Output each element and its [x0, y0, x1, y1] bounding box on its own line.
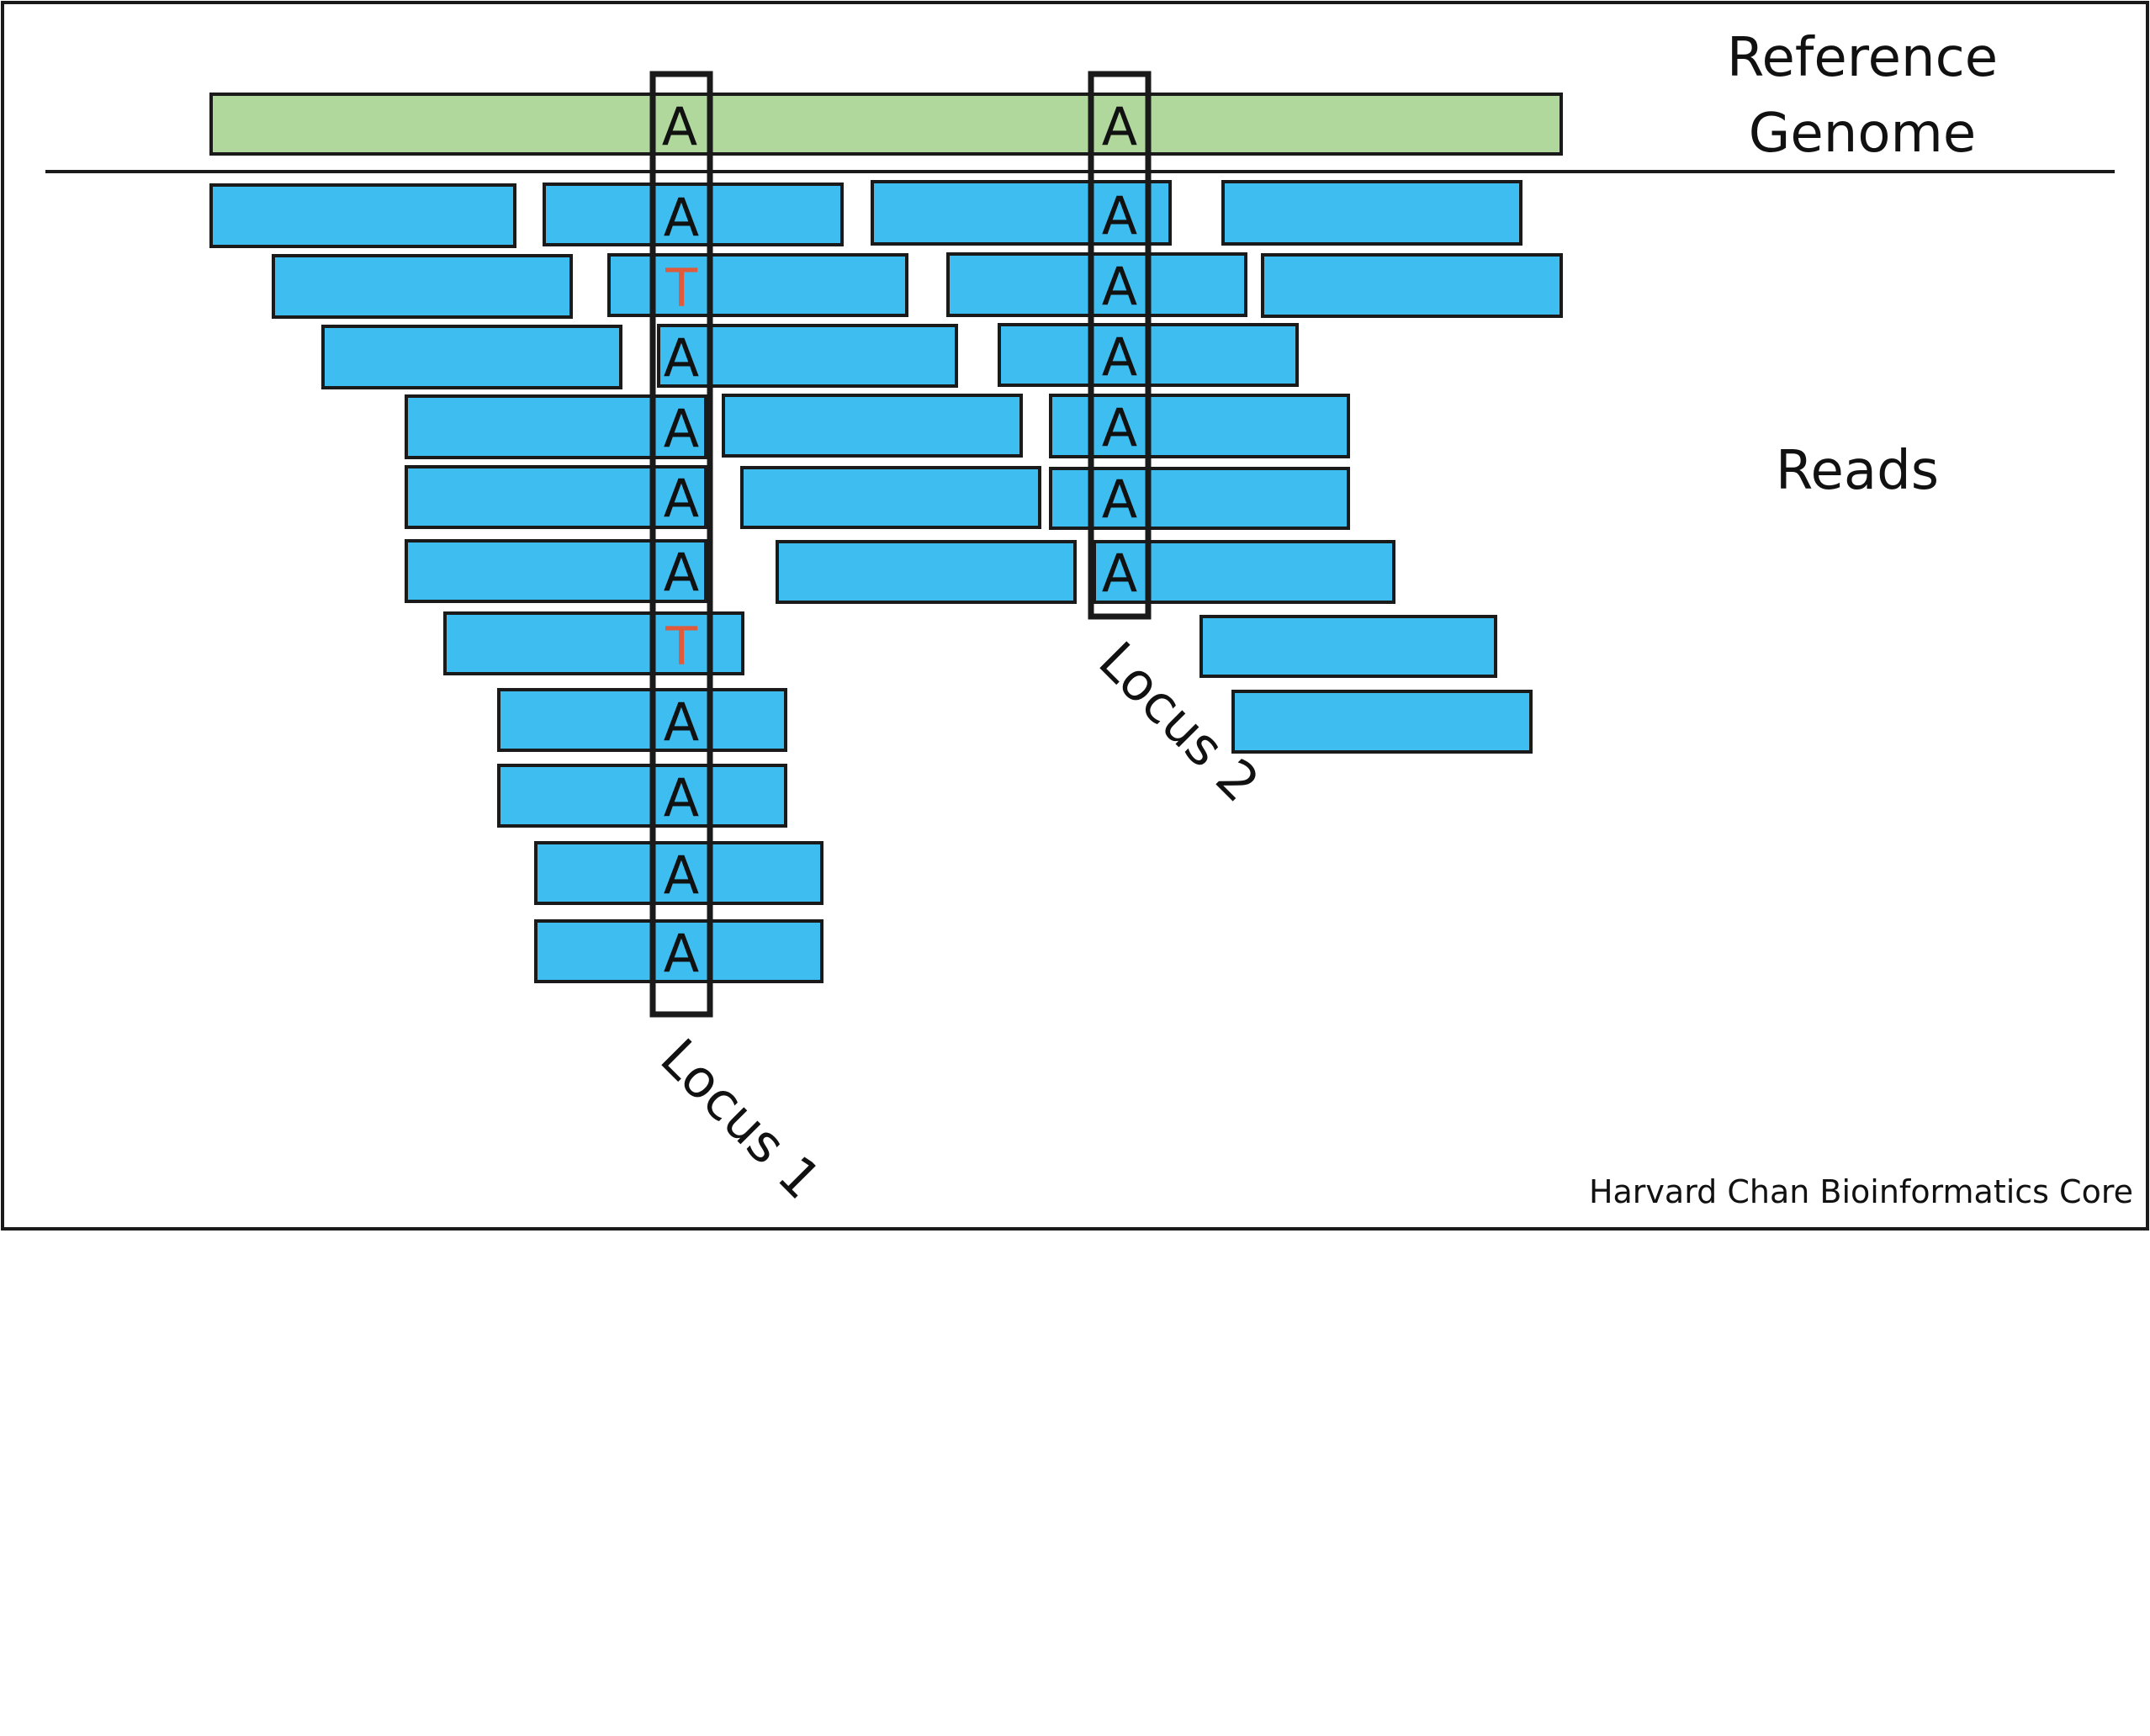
locus2-box: [1088, 71, 1152, 620]
reads-label: Reads: [1776, 440, 1939, 502]
locus2-base: A: [1102, 326, 1137, 388]
reference-base-locus1: A: [662, 96, 697, 157]
read-bar: [1093, 540, 1395, 604]
locus1-base: A: [664, 398, 699, 459]
read-bar: [1221, 180, 1522, 246]
locus2-base: A: [1102, 468, 1137, 530]
locus1-base-variant: T: [665, 257, 698, 319]
locus2-base: A: [1102, 185, 1137, 246]
read-bar: [209, 183, 516, 248]
read-bar: [740, 466, 1041, 529]
locus2-base: A: [1102, 256, 1137, 317]
locus1-base: A: [664, 844, 699, 906]
locus2-base: A: [1102, 397, 1137, 458]
read-bar: [1231, 690, 1533, 754]
locus1-base: A: [664, 327, 699, 389]
read-bar: [871, 180, 1172, 246]
locus1-base: A: [664, 767, 699, 828]
locus1-base: A: [664, 542, 699, 603]
read-bar: [443, 611, 744, 675]
reference-genome-label-line2: Genome: [1749, 103, 1976, 165]
read-bar: [405, 539, 707, 603]
reference-genome-label-line1: Reference: [1727, 27, 1998, 89]
read-bar: [543, 183, 844, 246]
locus1-base: A: [664, 691, 699, 753]
locus1-base: A: [664, 468, 699, 529]
locus1-box: [649, 71, 713, 1018]
read-bar: [534, 841, 823, 905]
read-bar: [776, 540, 1077, 604]
read-bar: [607, 253, 908, 317]
locus1-base-variant: T: [665, 616, 698, 677]
read-bar: [1049, 394, 1350, 458]
read-bar: [497, 688, 787, 752]
read-bar: [497, 764, 787, 828]
read-bar: [946, 252, 1247, 317]
read-bar: [321, 325, 622, 389]
read-bar: [657, 324, 958, 388]
read-bar: [272, 254, 573, 319]
locus1-base: A: [664, 923, 699, 984]
read-bar: [1049, 467, 1350, 530]
read-bar: [405, 394, 707, 459]
read-bar: [1261, 253, 1563, 318]
reads-group: [209, 180, 1563, 983]
locus2-base: A: [1102, 542, 1137, 604]
reference-base-locus2: A: [1102, 96, 1137, 157]
credit-label: Harvard Chan Bioinformatics Core: [1589, 1173, 2133, 1210]
read-bar: [1199, 615, 1497, 678]
locus1-base: A: [664, 187, 699, 248]
read-bar: [534, 919, 823, 983]
read-bar: [722, 394, 1023, 458]
read-bar: [405, 465, 707, 529]
reference-genome-bar: [209, 93, 1563, 156]
